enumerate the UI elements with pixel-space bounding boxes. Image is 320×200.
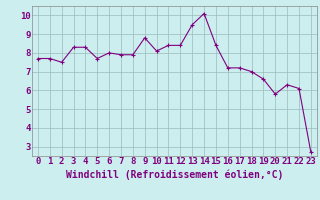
X-axis label: Windchill (Refroidissement éolien,°C): Windchill (Refroidissement éolien,°C) bbox=[66, 169, 283, 180]
